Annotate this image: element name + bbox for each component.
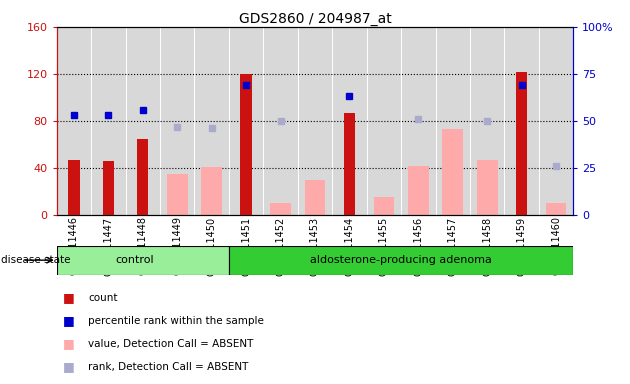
Title: GDS2860 / 204987_at: GDS2860 / 204987_at [239, 12, 391, 26]
Bar [344, 113, 355, 215]
Bar [305, 180, 325, 215]
Bar [546, 203, 566, 215]
Bar [202, 167, 222, 215]
Bar [57, 246, 229, 275]
Bar [270, 203, 291, 215]
Text: ■: ■ [63, 291, 75, 304]
Text: value, Detection Call = ABSENT: value, Detection Call = ABSENT [88, 339, 253, 349]
Text: aldosterone-producing adenoma: aldosterone-producing adenoma [310, 255, 492, 265]
Text: rank, Detection Call = ABSENT: rank, Detection Call = ABSENT [88, 362, 249, 372]
Text: count: count [88, 293, 118, 303]
Text: ■: ■ [63, 337, 75, 350]
Bar [408, 166, 428, 215]
Bar [374, 197, 394, 215]
Bar [68, 160, 79, 215]
Text: disease state: disease state [1, 255, 71, 265]
Text: control: control [115, 255, 154, 265]
Bar [167, 174, 188, 215]
Bar [241, 74, 252, 215]
Bar [477, 160, 498, 215]
Bar [103, 161, 114, 215]
Text: ■: ■ [63, 314, 75, 327]
Bar [137, 139, 149, 215]
Text: percentile rank within the sample: percentile rank within the sample [88, 316, 264, 326]
Text: ■: ■ [63, 360, 75, 373]
Bar [442, 129, 463, 215]
Bar [516, 71, 527, 215]
Bar [229, 246, 573, 275]
